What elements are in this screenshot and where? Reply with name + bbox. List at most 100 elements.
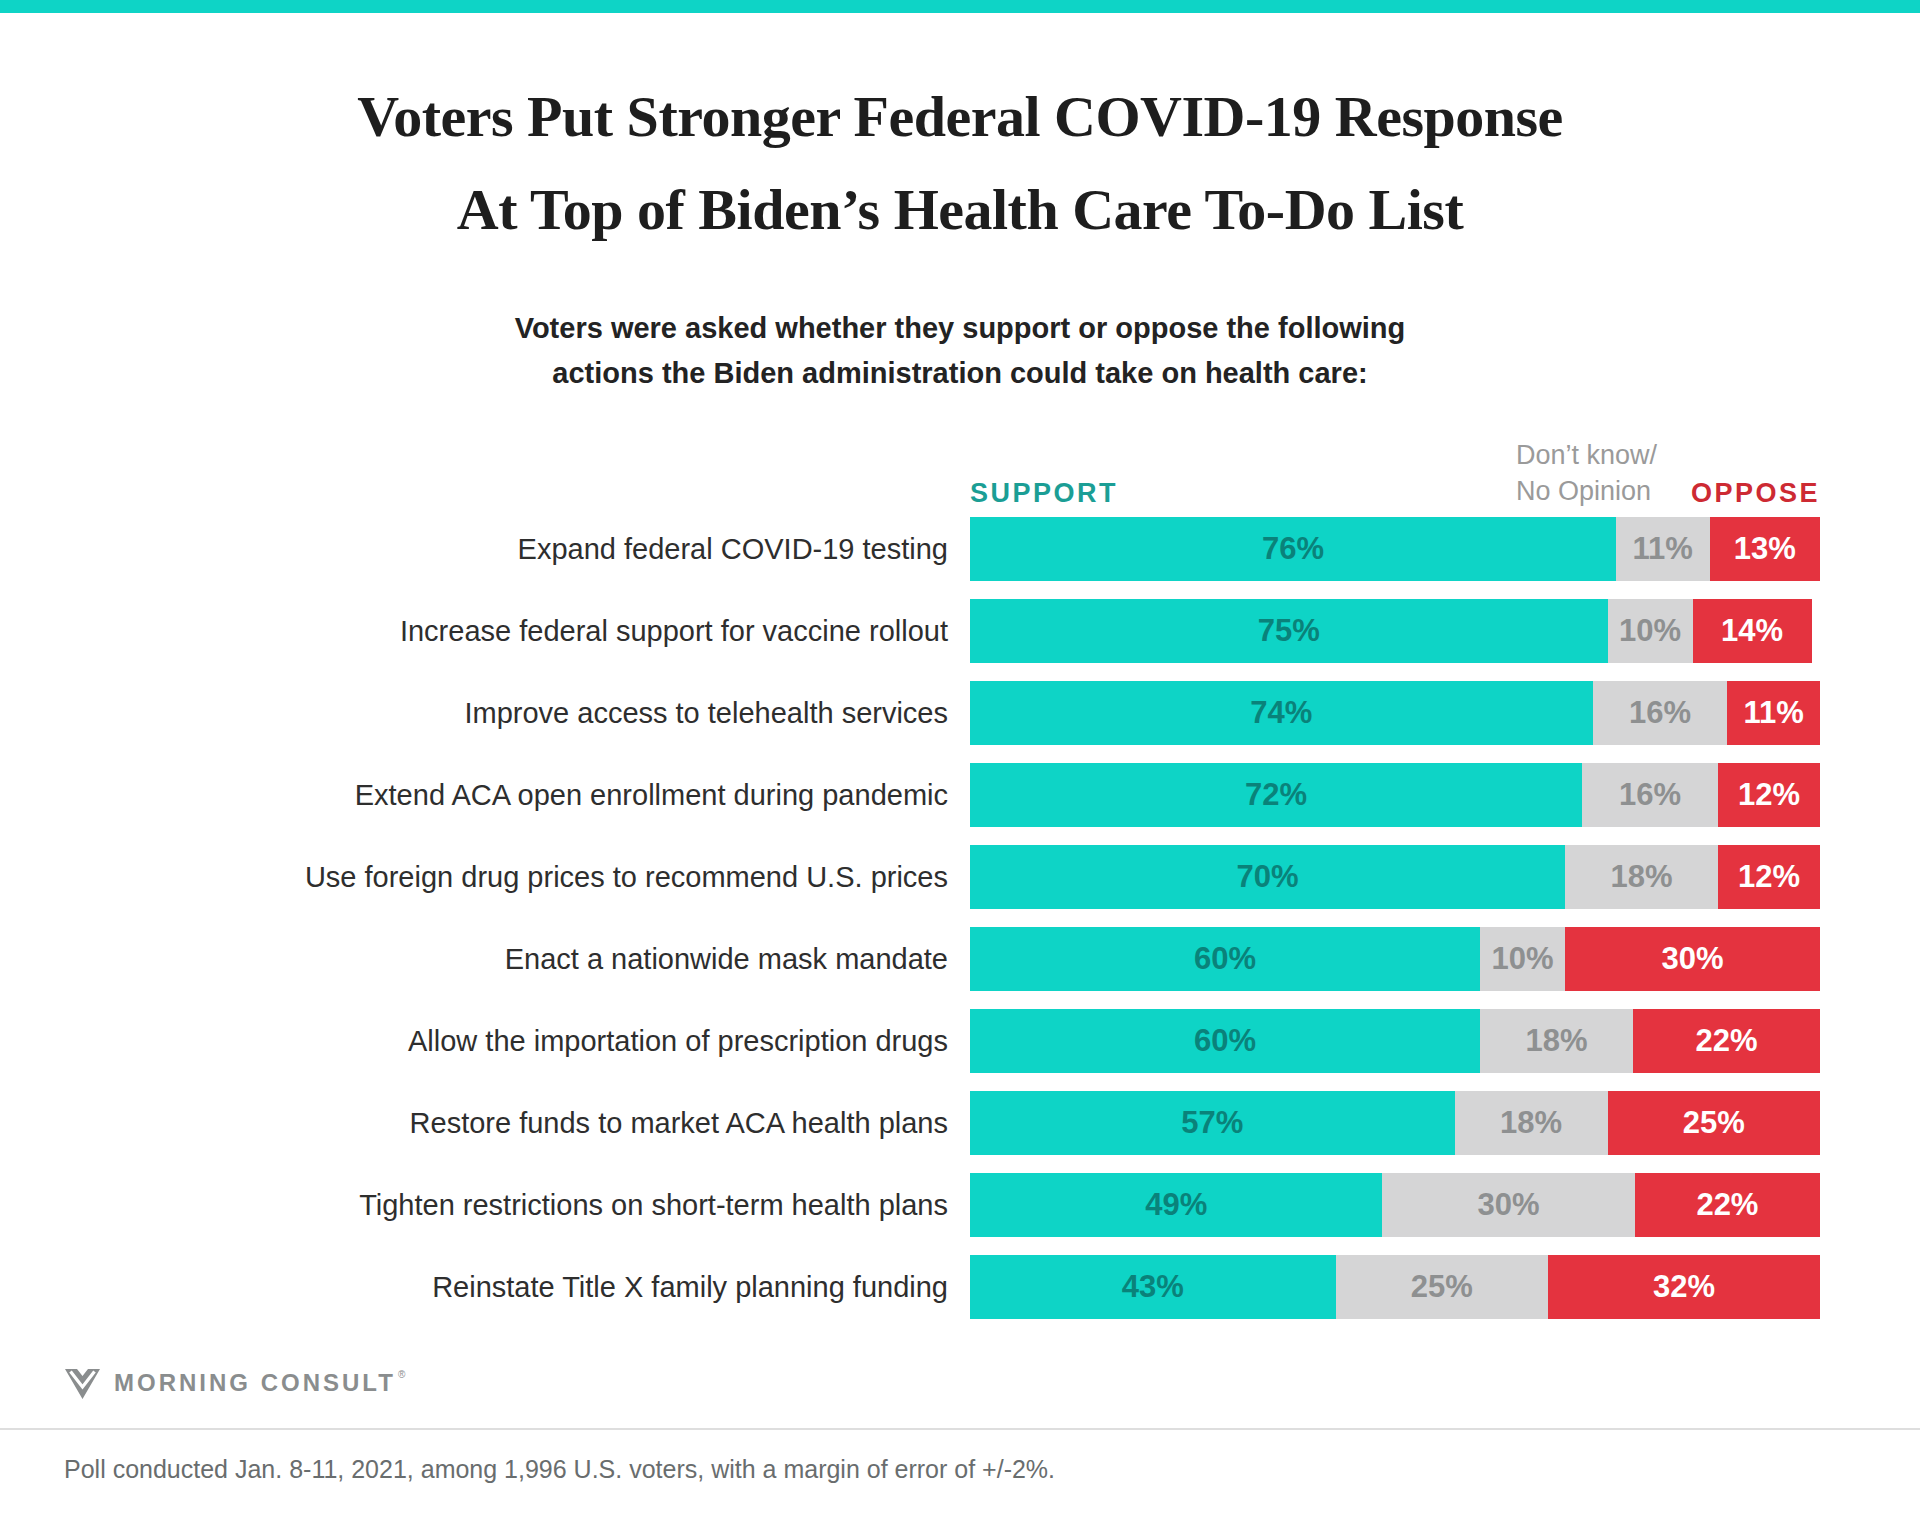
- bar-track: 72% 16% 12%: [970, 763, 1820, 827]
- chart-row: Extend ACA open enrollment during pandem…: [100, 763, 1820, 827]
- support-segment: 57%: [970, 1091, 1455, 1155]
- oppose-segment: 32%: [1548, 1255, 1820, 1319]
- oppose-segment: 22%: [1635, 1173, 1820, 1237]
- support-value-label: 76%: [1262, 531, 1324, 567]
- chart-subtitle: Voters were asked whether they support o…: [0, 306, 1920, 396]
- support-value-label: 60%: [1194, 941, 1256, 977]
- category-label: Tighten restrictions on short-term healt…: [100, 1173, 970, 1237]
- oppose-value-label: 11%: [1744, 695, 1804, 731]
- oppose-segment: 11%: [1727, 681, 1820, 745]
- bar-track: 70% 18% 12%: [970, 845, 1820, 909]
- oppose-value-label: 32%: [1653, 1269, 1715, 1305]
- chart-row: Enact a nationwide mask mandate60%10%30%: [100, 927, 1820, 991]
- oppose-value-label: 12%: [1738, 777, 1800, 813]
- category-label: Restore funds to market ACA health plans: [100, 1091, 970, 1155]
- support-value-label: 49%: [1145, 1187, 1207, 1223]
- dont-know-value-label: 18%: [1525, 1023, 1587, 1059]
- oppose-value-label: 13%: [1734, 531, 1796, 567]
- support-segment: 75%: [970, 599, 1608, 663]
- dont-know-value-label: 10%: [1491, 941, 1553, 977]
- dont-know-segment: 16%: [1582, 763, 1718, 827]
- registered-trademark-icon: ®: [398, 1369, 405, 1380]
- dont-know-segment: 10%: [1608, 599, 1693, 663]
- brand-wordmark: MORNING CONSULT: [114, 1369, 396, 1397]
- support-segment: 43%: [970, 1255, 1336, 1319]
- oppose-value-label: 22%: [1695, 1023, 1757, 1059]
- support-segment: 60%: [970, 927, 1480, 991]
- dont-know-value-label: 18%: [1500, 1105, 1562, 1141]
- oppose-segment: 12%: [1718, 845, 1820, 909]
- dont-know-segment: 10%: [1480, 927, 1565, 991]
- oppose-segment: 12%: [1718, 763, 1820, 827]
- bar-track: 74% 16% 11%: [970, 681, 1820, 745]
- title-line-2: At Top of Biden’s Health Care To-Do List: [0, 163, 1920, 256]
- chart-row: Expand federal COVID-19 testing 76% 11% 13%: [100, 517, 1820, 581]
- stacked-bar-chart: SUPPORT Don’t know/ No Opinion OPPOSE Ex…: [100, 430, 1820, 1337]
- oppose-segment: 25%: [1608, 1091, 1821, 1155]
- chart-row: Tighten restrictions on short-term healt…: [100, 1173, 1820, 1237]
- oppose-value-label: 12%: [1738, 859, 1800, 895]
- chart-row: Reinstate Title X family planning fundin…: [100, 1255, 1820, 1319]
- support-value-label: 43%: [1122, 1269, 1184, 1305]
- support-value-label: 74%: [1250, 695, 1312, 731]
- infographic-page: Voters Put Stronger Federal COVID-19 Res…: [0, 0, 1920, 1536]
- dont-know-value-label: 11%: [1633, 531, 1693, 567]
- support-segment: 60%: [970, 1009, 1480, 1073]
- support-segment: 72%: [970, 763, 1582, 827]
- chart-row: Allow the importation of prescription dr…: [100, 1009, 1820, 1073]
- category-label: Extend ACA open enrollment during pandem…: [100, 763, 970, 827]
- chart-rows: Expand federal COVID-19 testing 76% 11% 13%…: [100, 517, 1820, 1319]
- dont-know-value-label: 30%: [1478, 1187, 1540, 1223]
- title-line-1: Voters Put Stronger Federal COVID-19 Res…: [0, 70, 1920, 163]
- bar-track: 57% 18% 25%: [970, 1091, 1820, 1155]
- support-segment: 76%: [970, 517, 1616, 581]
- chart-legend: SUPPORT Don’t know/ No Opinion OPPOSE: [100, 430, 1820, 517]
- category-label: Reinstate Title X family planning fundin…: [100, 1255, 970, 1319]
- methodology-footnote: Poll conducted Jan. 8-11, 2021, among 1,…: [64, 1455, 1055, 1484]
- dont-know-value-label: 16%: [1629, 695, 1691, 731]
- dont-know-segment: 18%: [1480, 1009, 1633, 1073]
- dont-know-value-label: 18%: [1610, 859, 1672, 895]
- category-label: Allow the importation of prescription dr…: [100, 1009, 970, 1073]
- category-label: Expand federal COVID-19 testing: [100, 517, 970, 581]
- oppose-value-label: 14%: [1721, 613, 1783, 649]
- category-label: Improve access to telehealth services: [100, 681, 970, 745]
- legend-oppose-label: OPPOSE: [1691, 478, 1820, 509]
- bar-track: 43% 25% 32%: [970, 1255, 1820, 1319]
- oppose-segment: 14%: [1693, 599, 1812, 663]
- support-value-label: 72%: [1245, 777, 1307, 813]
- support-value-label: 60%: [1194, 1023, 1256, 1059]
- support-segment: 70%: [970, 845, 1565, 909]
- morning-consult-brand: MORNING CONSULT ®: [64, 1366, 403, 1400]
- bar-track: 49% 30% 22%: [970, 1173, 1820, 1237]
- category-label: Increase federal support for vaccine rol…: [100, 599, 970, 663]
- dont-know-segment: 18%: [1455, 1091, 1608, 1155]
- dont-know-value-label: 25%: [1411, 1269, 1473, 1305]
- bar-track: 60% 18% 22%: [970, 1009, 1820, 1073]
- footer-divider: [0, 1428, 1920, 1430]
- legend-support-label: SUPPORT: [970, 478, 1118, 509]
- oppose-segment: 30%: [1565, 927, 1820, 991]
- top-accent-strip: [0, 0, 1920, 13]
- category-label: Use foreign drug prices to recommend U.S…: [100, 845, 970, 909]
- support-segment: 74%: [970, 681, 1593, 745]
- morning-consult-logo-icon: [64, 1366, 101, 1400]
- dont-know-segment: 25%: [1336, 1255, 1549, 1319]
- dont-know-value-label: 10%: [1619, 613, 1681, 649]
- oppose-value-label: 22%: [1696, 1187, 1758, 1223]
- oppose-value-label: 25%: [1683, 1105, 1745, 1141]
- dont-know-value-label: 16%: [1619, 777, 1681, 813]
- support-value-label: 57%: [1181, 1105, 1243, 1141]
- dont-know-segment: 18%: [1565, 845, 1718, 909]
- support-value-label: 75%: [1258, 613, 1320, 649]
- oppose-segment: 13%: [1710, 517, 1821, 581]
- support-segment: 49%: [970, 1173, 1382, 1237]
- chart-row: Improve access to telehealth services74%…: [100, 681, 1820, 745]
- dont-know-segment: 30%: [1382, 1173, 1634, 1237]
- legend-dont-know-line-1: Don’t know/: [1516, 437, 1657, 473]
- subtitle-line-2: actions the Biden administration could t…: [0, 351, 1920, 396]
- oppose-segment: 22%: [1633, 1009, 1820, 1073]
- oppose-value-label: 30%: [1661, 941, 1723, 977]
- legend-dont-know-line-2: No Opinion: [1516, 473, 1657, 509]
- chart-row: Increase federal support for vaccine rol…: [100, 599, 1820, 663]
